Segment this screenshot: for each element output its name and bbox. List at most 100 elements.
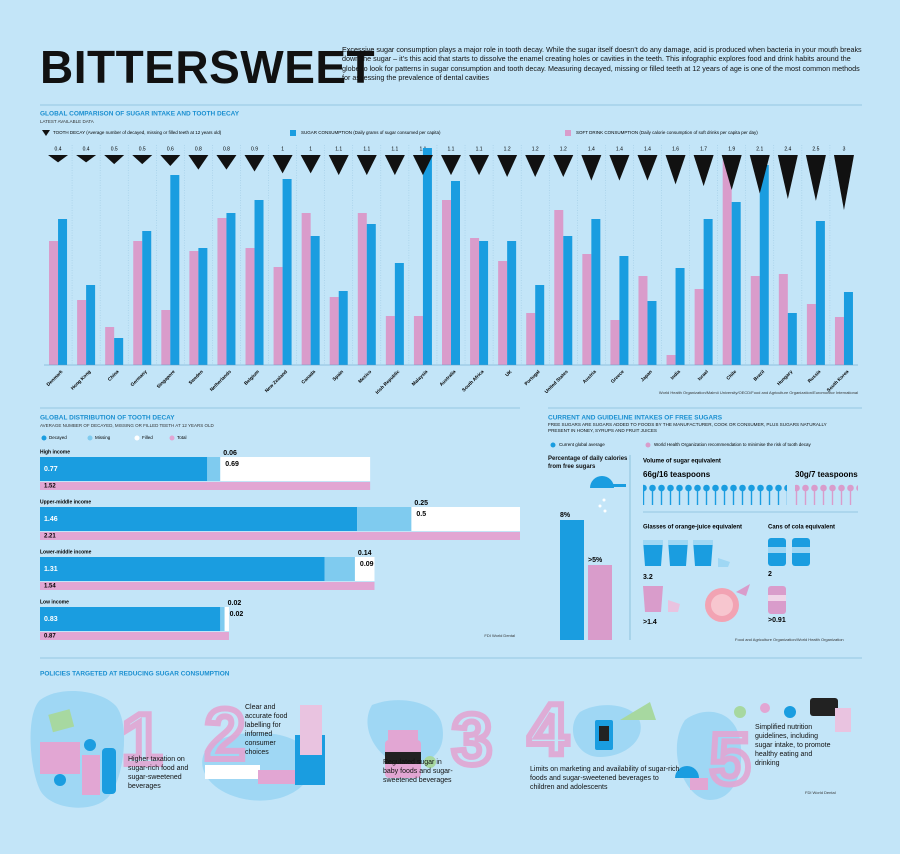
decay-triangle (384, 155, 405, 176)
bar-segment (324, 557, 355, 581)
decay-triangle (665, 155, 686, 185)
policy-number: 1 (122, 700, 162, 780)
bar (526, 313, 536, 365)
bar (133, 241, 143, 365)
bar (226, 213, 236, 365)
decay-label: 0.5 (139, 146, 146, 152)
decay-triangle (609, 155, 630, 181)
x-tick-label: United States (544, 369, 570, 395)
bar (413, 316, 423, 365)
policy-number: 3 (452, 700, 492, 780)
decay-triangle (637, 155, 658, 181)
teaspoons (643, 483, 787, 505)
policy-text: Regulated sugar in baby foods and sugar-… (383, 759, 453, 785)
bar (666, 355, 676, 365)
decay-label: 0.8 (223, 146, 230, 152)
x-tick-label: Hong Kong (70, 369, 93, 392)
decay-triangle (412, 155, 433, 176)
decay-triangle (833, 155, 854, 210)
bar-segment (357, 507, 412, 531)
decay-label: 1.7 (700, 146, 707, 152)
x-tick-label: Sweden (188, 369, 205, 386)
bar (498, 261, 508, 365)
decay-triangle (160, 155, 181, 166)
cans-icon (768, 538, 810, 614)
value-label: 0.69 (225, 461, 239, 468)
decay-triangle (777, 155, 798, 199)
x-tick-label: Hungary (776, 369, 794, 387)
decay-label: 1.4 (588, 146, 595, 152)
category-label: Lower-middle income (40, 549, 92, 555)
bar (731, 202, 741, 365)
legend-swatch (290, 130, 296, 136)
bar (310, 236, 320, 365)
value-label: 0.77 (44, 466, 58, 473)
policy-text: Simplified nutrition guidelines, includi… (755, 724, 831, 768)
bar-segment (207, 457, 221, 481)
policy-number: 2 (205, 695, 245, 775)
section-title: GLOBAL COMPARISON OF SUGAR INTAKE AND TO… (40, 111, 240, 118)
policy-text: Limits on marketing and availability of … (530, 766, 680, 792)
category-label: High income (40, 449, 70, 455)
decay-triangle (216, 155, 237, 170)
decay-label: 1.2 (560, 146, 567, 152)
cans-value: >0.91 (768, 617, 786, 624)
source: FDI World Dental (484, 633, 515, 638)
decay-triangle (469, 155, 490, 176)
bar-segment (40, 457, 208, 481)
value-label: 0.25 (414, 500, 428, 507)
legend-label: SUGAR CONSUMPTION (Daily grams of sugar … (301, 130, 441, 135)
bar (198, 248, 208, 365)
bar (560, 520, 584, 640)
decay-triangle (104, 155, 125, 165)
volume-label: 66g/16 teaspoons (643, 470, 711, 479)
bar (385, 316, 395, 365)
decay-label: 1.4 (644, 146, 651, 152)
x-tick-label: Australia (439, 369, 458, 388)
decay-triangle (749, 155, 770, 194)
x-tick-label: Malaysia (411, 369, 430, 388)
bar (610, 320, 620, 365)
value-label: 1.54 (44, 584, 56, 590)
decay-triangle (356, 155, 377, 176)
bar (722, 160, 732, 365)
bar (338, 291, 348, 365)
legend-label: Total (177, 435, 187, 440)
glasses-value: 3.2 (643, 574, 653, 581)
bar-segment (40, 607, 221, 631)
description: FREE SUGARS ARE SUGARS ADDED TO FOODS BY… (548, 422, 827, 433)
bar-segment (411, 507, 520, 531)
value-label: 0.02 (228, 600, 242, 607)
bar (535, 285, 545, 365)
decay-label: 0.9 (251, 146, 258, 152)
policy-text: Clear and accurate food labelling for in… (245, 704, 288, 757)
x-tick-label: Austria (582, 369, 598, 385)
x-tick-label: China (107, 369, 121, 383)
decay-triangle (441, 155, 461, 176)
legend-swatch (565, 130, 571, 136)
x-tick-label: Russia (807, 369, 823, 385)
source: Food and Agriculture Organization/World … (735, 637, 844, 642)
decay-label: 1.1 (391, 146, 398, 152)
bar (301, 213, 311, 365)
policy-number: 5 (710, 720, 750, 800)
x-tick-label: Spain (332, 369, 346, 383)
decay-label: 0.4 (83, 146, 90, 152)
bar (588, 565, 612, 640)
value-label: 0.02 (230, 611, 244, 618)
decay-triangle (693, 155, 714, 187)
bar (619, 256, 629, 365)
bar (675, 268, 685, 365)
value-label: 1.31 (44, 566, 58, 573)
value-label: 0.87 (44, 634, 56, 640)
bar (470, 238, 480, 365)
source: World Health Organization/Malmö Universi… (659, 390, 858, 395)
decay-triangle (525, 155, 546, 177)
decay-triangle (805, 155, 826, 201)
bar (86, 285, 96, 365)
decay-triangle (188, 155, 209, 170)
bar (815, 221, 825, 365)
decay-label: 1.2 (532, 146, 539, 152)
policy-text: Higher taxation on sugar-rich food and s… (128, 756, 189, 791)
